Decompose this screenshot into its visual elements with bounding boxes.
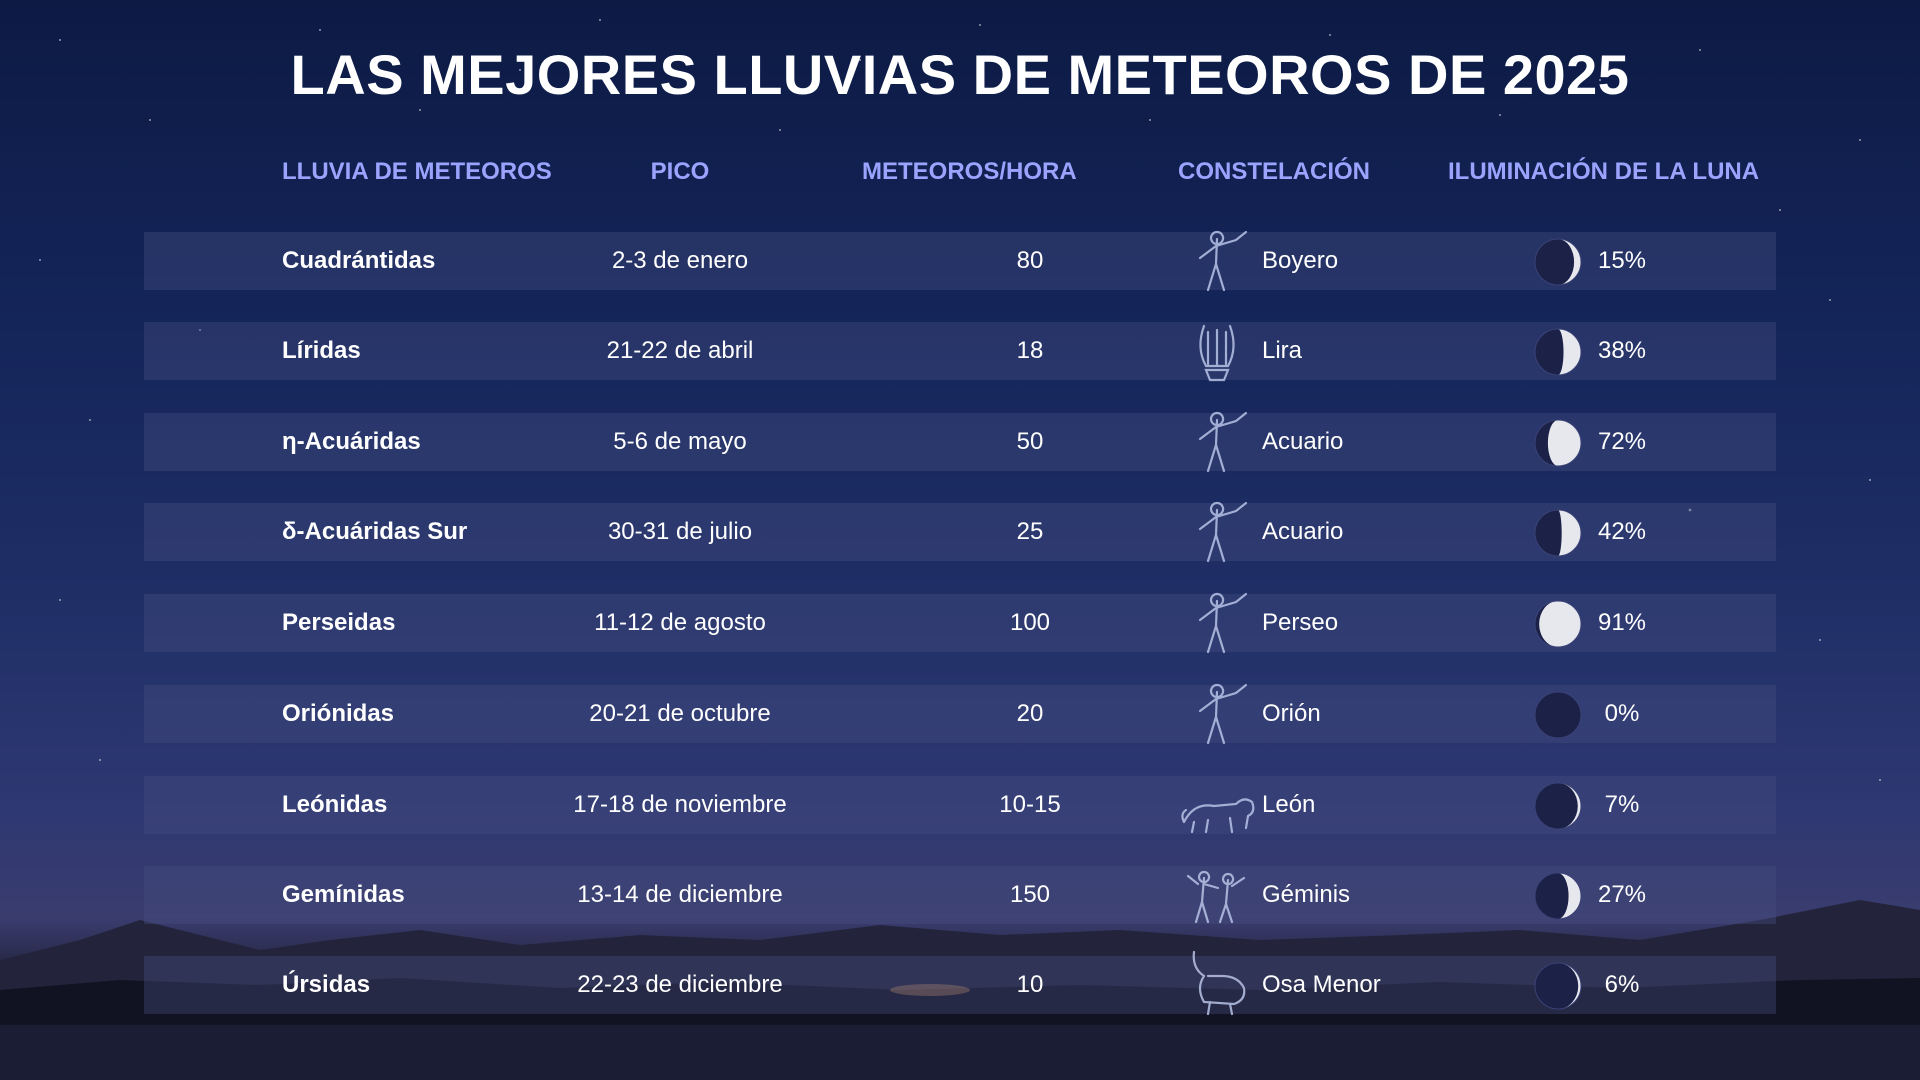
column-header-shower: LLUVIA DE METEOROS <box>282 158 552 185</box>
moon-illumination: 27% <box>1597 881 1647 908</box>
perseus-figure-icon <box>1174 580 1260 666</box>
table-row: Perseidas 11-12 de agosto 100 Perseo 91% <box>144 592 1776 654</box>
peak-date: 13-14 de diciembre <box>577 881 783 908</box>
lion-icon <box>1174 762 1260 848</box>
moon-phase-icon <box>1534 238 1582 286</box>
shower-name: Líridas <box>282 337 361 364</box>
bear-icon <box>1174 942 1260 1028</box>
constellation-name: Géminis <box>1262 881 1351 908</box>
meteors-per-hour: 18 <box>1016 337 1044 364</box>
column-header-peak: PICO <box>650 158 710 185</box>
moon-illumination: 15% <box>1597 247 1647 274</box>
meteors-per-hour: 80 <box>1016 247 1044 274</box>
table-row: Úrsidas 22-23 de diciembre 10 Osa Menor … <box>144 950 1776 1016</box>
table-row: Oriónidas 20-21 de octubre 20 Orión 0% <box>144 683 1776 745</box>
shower-name: Oriónidas <box>282 700 395 727</box>
meteors-per-hour: 10-15 <box>999 791 1061 818</box>
shower-name: η-Acuáridas <box>282 428 421 455</box>
column-header-constellation: CONSTELACIÓN <box>1178 158 1370 185</box>
constellation-name: Boyero <box>1262 247 1339 274</box>
column-header-moon: ILUMINACIÓN DE LA LUNA <box>1448 158 1760 185</box>
shower-name: Perseidas <box>282 609 396 636</box>
peak-date: 20-21 de octubre <box>589 700 771 727</box>
table-row: η-Acuáridas 5-6 de mayo 50 Acuario 72% <box>144 411 1776 473</box>
constellation-name: Osa Menor <box>1262 971 1381 998</box>
shower-name: Gemínidas <box>282 881 405 908</box>
table-row: δ-Acuáridas Sur 30-31 de julio 25 Acuari… <box>144 501 1776 563</box>
moon-phase-icon <box>1534 509 1582 557</box>
moon-illumination: 42% <box>1597 518 1647 545</box>
peak-date: 11-12 de agosto <box>594 609 766 636</box>
shower-name: Leónidas <box>282 791 388 818</box>
shower-name: Úrsidas <box>282 971 371 998</box>
peak-date: 22-23 de diciembre <box>577 971 783 998</box>
moon-illumination: 7% <box>1604 791 1640 818</box>
meteors-per-hour: 50 <box>1016 428 1044 455</box>
meteors-per-hour: 25 <box>1016 518 1044 545</box>
constellation-name: Lira <box>1262 337 1303 364</box>
meteors-per-hour: 10 <box>1016 971 1044 998</box>
shower-name: Cuadrántidas <box>282 247 436 274</box>
moon-illumination: 72% <box>1597 428 1647 455</box>
moon-phase-icon <box>1534 782 1582 830</box>
constellation-name: Perseo <box>1262 609 1339 636</box>
meteors-per-hour: 100 <box>1009 609 1051 636</box>
table-row: Gemínidas 13-14 de diciembre 150 Géminis… <box>144 866 1776 924</box>
constellation-name: Orión <box>1262 700 1321 727</box>
constellation-name: Acuario <box>1262 518 1344 545</box>
table-row: Cuadrántidas 2-3 de enero 80 Boyero 15% <box>144 230 1776 292</box>
peak-date: 2-3 de enero <box>611 247 749 274</box>
shower-name: δ-Acuáridas Sur <box>282 518 468 545</box>
meteors-per-hour: 20 <box>1016 700 1044 727</box>
page-title: LAS MEJORES LLUVIAS DE METEOROS DE 2025 <box>290 43 1630 106</box>
orion-figure-icon <box>1174 671 1260 757</box>
peak-date: 21-22 de abril <box>606 337 754 364</box>
twins-figure-icon <box>1174 852 1260 938</box>
peak-date: 17-18 de noviembre <box>573 791 787 818</box>
moon-phase-icon <box>1534 691 1582 739</box>
peak-date: 30-31 de julio <box>607 518 753 545</box>
moon-illumination: 38% <box>1597 337 1647 364</box>
moon-phase-icon <box>1534 872 1582 920</box>
meteors-per-hour: 150 <box>1009 881 1051 908</box>
constellation-name: Acuario <box>1262 428 1344 455</box>
constellation-name: León <box>1262 791 1316 818</box>
moon-illumination: 6% <box>1604 971 1640 998</box>
moon-phase-icon <box>1534 962 1582 1010</box>
aquarius-figure-icon <box>1174 399 1260 485</box>
bootes-figure-icon <box>1174 218 1260 304</box>
moon-illumination: 91% <box>1597 609 1647 636</box>
aquarius-figure-icon <box>1174 489 1260 575</box>
moon-illumination: 0% <box>1604 700 1640 727</box>
moon-phase-icon <box>1534 328 1582 376</box>
mountain-silhouette <box>0 900 1920 1080</box>
table-header: LLUVIA DE METEOROS PICO METEOROS/HORA CO… <box>0 158 1920 198</box>
lyre-icon <box>1174 308 1260 394</box>
table-row: Leónidas 17-18 de noviembre 10-15 León 7… <box>144 776 1776 834</box>
moon-phase-icon <box>1534 600 1582 648</box>
peak-date: 5-6 de mayo <box>613 428 747 455</box>
table-row: Líridas 21-22 de abril 18 Lira 38% <box>144 322 1776 382</box>
moon-phase-icon <box>1534 419 1582 467</box>
column-header-rate: METEOROS/HORA <box>862 158 1077 185</box>
